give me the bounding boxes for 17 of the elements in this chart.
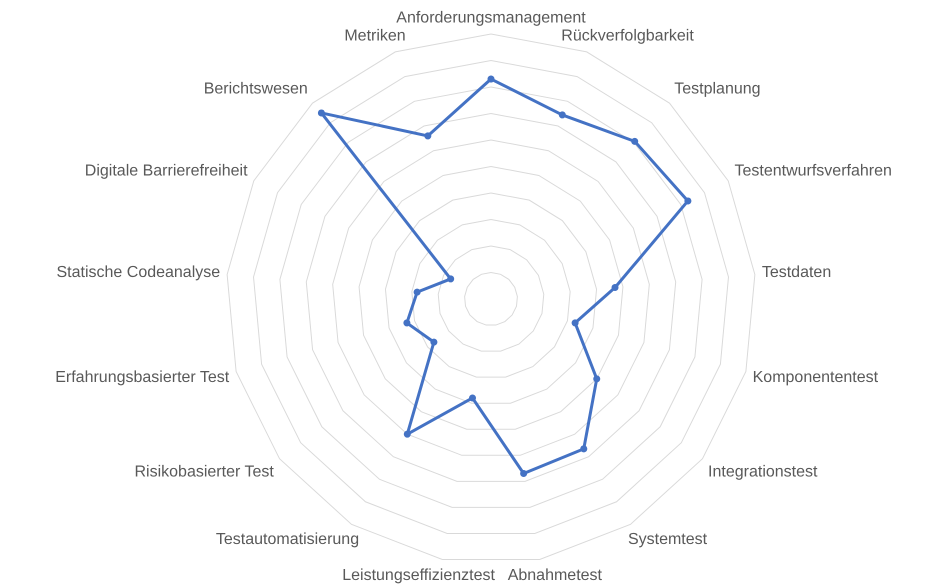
spoke-label: Testdaten bbox=[762, 264, 832, 282]
spoke-label: Systemtest bbox=[628, 530, 708, 548]
spoke-label: Metriken bbox=[344, 28, 406, 45]
spoke-label: Testplanung bbox=[674, 80, 761, 98]
spoke-label: Statische Codeanalyse bbox=[56, 264, 220, 282]
spoke-label: Anforderungsmanagement bbox=[396, 9, 586, 26]
spoke-label: Testautomatisierung bbox=[216, 530, 360, 548]
spoke-label: Risikobasierter Test bbox=[134, 463, 274, 480]
spoke-label: Berichtswesen bbox=[204, 80, 308, 98]
spoke-label: Abnahmetest bbox=[508, 567, 603, 584]
spoke-label: Rückverfolgbarkeit bbox=[561, 28, 694, 45]
spoke-label: Testentwurfsverfahren bbox=[734, 162, 892, 180]
spoke-label: Komponententest bbox=[752, 368, 879, 386]
spoke-label: Erfahrungsbasierter Test bbox=[55, 368, 230, 386]
spoke-label: Integrationstest bbox=[708, 463, 818, 480]
spoke-label: Digitale Barrierefreiheit bbox=[84, 162, 248, 180]
spoke-label: Leistungseffizienztest bbox=[342, 567, 496, 584]
